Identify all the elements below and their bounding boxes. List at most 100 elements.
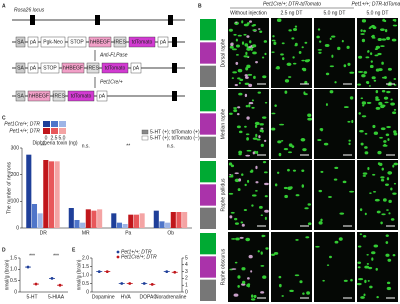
cell <box>382 18 386 22</box>
exon <box>168 15 173 25</box>
cell <box>367 280 370 282</box>
cell <box>288 143 293 147</box>
cell <box>341 39 344 43</box>
cell <box>317 28 321 31</box>
cell <box>382 76 385 79</box>
cell <box>380 104 386 108</box>
panel-label: E <box>72 247 76 253</box>
cell <box>263 40 267 43</box>
cell <box>233 293 239 297</box>
bar <box>122 224 128 228</box>
annotation: n.s. <box>82 143 90 149</box>
cell <box>278 152 282 157</box>
y-tick-label: 0 <box>14 289 17 295</box>
cell <box>372 124 376 129</box>
annotation: ** <box>126 143 130 149</box>
cell <box>385 183 389 186</box>
cell <box>273 41 277 45</box>
cell <box>264 52 267 56</box>
cell <box>260 143 264 147</box>
column-label: 5.0 ng DT <box>367 10 389 16</box>
cell <box>256 138 261 141</box>
cell <box>357 261 362 264</box>
cell <box>261 234 265 238</box>
x-tick-label: Pa <box>125 230 131 236</box>
cell <box>248 101 254 105</box>
cell <box>252 44 257 48</box>
exon <box>95 15 100 25</box>
cell <box>280 53 284 56</box>
cell <box>284 194 288 199</box>
dot <box>173 270 177 274</box>
construct-box <box>52 90 66 102</box>
cell <box>243 33 247 36</box>
cell <box>244 55 250 58</box>
cell <box>365 56 370 59</box>
cell <box>254 190 258 192</box>
cell <box>271 112 276 115</box>
cell <box>241 223 245 227</box>
cell <box>255 181 259 184</box>
dot <box>150 282 154 286</box>
legend-swatch <box>51 128 58 134</box>
cell <box>367 50 370 53</box>
cell <box>229 112 233 115</box>
cell <box>260 214 263 217</box>
y-axis-label: The number of neurons <box>6 162 12 214</box>
cell <box>232 48 237 51</box>
cell <box>334 166 339 170</box>
row-label: Dorsal raphe <box>220 38 226 67</box>
cell <box>245 104 249 108</box>
dot <box>34 282 38 286</box>
annotation: *** <box>53 253 59 259</box>
cell <box>238 130 243 134</box>
construct-box <box>27 62 39 74</box>
legend-label: Pet1Cre/+; DTR <box>121 254 157 260</box>
cell <box>349 96 354 100</box>
cell <box>318 51 322 54</box>
construct-box <box>96 90 108 102</box>
cell <box>291 37 295 40</box>
cell <box>251 194 257 197</box>
cell <box>359 130 364 133</box>
cell <box>274 183 278 187</box>
cell <box>370 60 373 63</box>
cell <box>294 25 298 28</box>
group-label: Pet1+/+; DTR-tdTomato <box>352 1 400 7</box>
cell <box>380 28 385 31</box>
legend-dot <box>116 250 120 254</box>
cell <box>276 171 280 175</box>
cell <box>320 129 323 132</box>
y2-tick-label: 2 <box>185 276 188 282</box>
cell <box>318 189 323 193</box>
cell <box>371 76 376 80</box>
cell <box>241 267 246 271</box>
cell <box>276 66 280 70</box>
cell <box>261 116 267 119</box>
cell <box>368 266 373 270</box>
step-label: Anti-FLPase <box>99 52 128 58</box>
cell <box>245 51 248 56</box>
cell <box>393 132 398 136</box>
construct-box <box>157 36 169 48</box>
cell <box>386 281 391 285</box>
cell <box>362 174 367 177</box>
inset <box>200 207 216 229</box>
cell <box>366 253 369 256</box>
cell <box>235 61 239 65</box>
cell <box>229 215 233 219</box>
cell <box>382 198 387 202</box>
cell <box>349 190 355 193</box>
cell <box>387 171 393 175</box>
cell <box>329 65 335 68</box>
cell <box>301 46 304 49</box>
construct-label: Pgk-Neo <box>43 39 63 45</box>
cell <box>387 138 390 141</box>
dot <box>26 265 30 269</box>
cell <box>284 79 290 83</box>
cell <box>383 96 389 100</box>
bar <box>165 222 171 228</box>
construct-label: pA <box>30 65 37 71</box>
cell <box>241 20 244 24</box>
